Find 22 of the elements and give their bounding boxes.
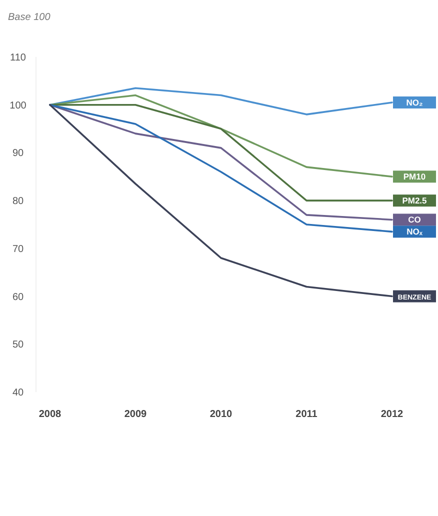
y-tick-label: 50 (12, 340, 24, 351)
x-tick-label: 2009 (124, 409, 148, 420)
y-tick-label: 60 (12, 292, 24, 303)
line-series (49, 104, 393, 298)
y-tick-label: 80 (12, 196, 24, 208)
y-tick-label: 110 (10, 52, 26, 64)
line-series (49, 87, 393, 116)
x-tick-label: 2008 (38, 409, 62, 420)
y-axis-title: Base 100 (8, 12, 51, 23)
series-label: NO₂ (406, 97, 423, 108)
y-tick-label: 90 (12, 148, 24, 160)
series-label: CO (408, 214, 422, 225)
x-tick-label: 2012 (380, 409, 404, 420)
series-label: PM2.5 (402, 196, 428, 206)
line-series (49, 94, 393, 178)
y-tick-label: 70 (12, 244, 24, 255)
y-tick-label: 40 (12, 388, 24, 398)
x-tick-label: 2010 (210, 409, 233, 420)
series-label: PM10 (403, 172, 426, 182)
x-tick-label: 2011 (296, 409, 318, 420)
series-label: NOₓ (406, 226, 424, 237)
y-tick-label: 100 (10, 100, 27, 112)
